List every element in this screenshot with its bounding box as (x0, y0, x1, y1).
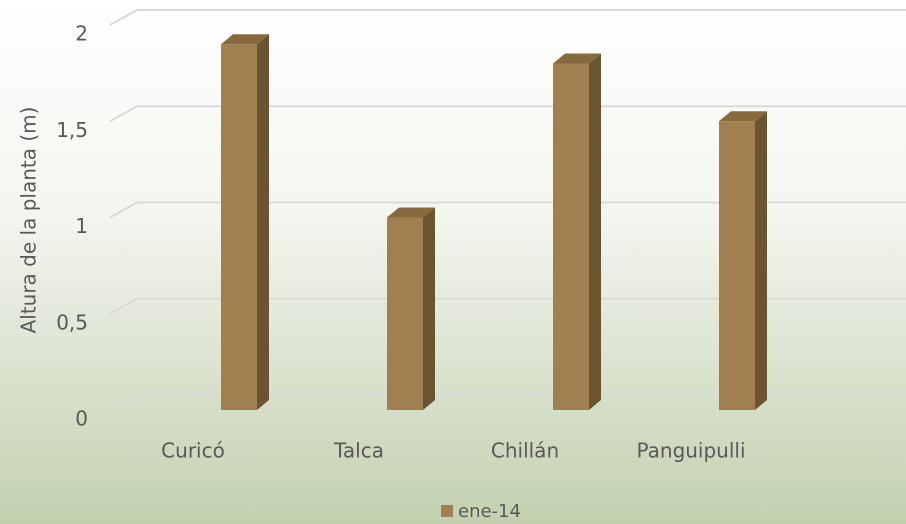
bar-side (589, 53, 601, 410)
bar-front (553, 63, 589, 410)
bar (221, 34, 269, 410)
x-tick-label: Talca (333, 439, 384, 463)
legend-label: ene-14 (458, 501, 521, 522)
x-tick-label: Panguipulli (636, 439, 745, 463)
bar (553, 53, 601, 410)
y-tick-label: 2 (75, 22, 88, 46)
bar-side (257, 34, 269, 410)
bar-side (423, 207, 435, 410)
y-tick-label: 1 (75, 214, 88, 238)
bar-top (221, 34, 269, 45)
grid-line (109, 394, 906, 411)
x-tick-label: Chillán (491, 439, 559, 463)
bar (387, 207, 435, 410)
y-tick-label: 1,5 (56, 118, 88, 142)
bar-top (719, 111, 767, 122)
grid-line (109, 105, 906, 123)
grid-line (109, 9, 906, 26)
bar-front (221, 44, 257, 410)
grid-line (109, 201, 906, 219)
grid-line (109, 297, 906, 315)
bar (719, 111, 767, 410)
y-axis-label: Altura de la planta (m) (17, 107, 41, 334)
y-tick-label: 0,5 (56, 310, 88, 334)
bar-front (387, 217, 423, 410)
bar-top (387, 207, 435, 218)
legend-swatch (441, 505, 453, 517)
x-tick-label: Curicó (161, 439, 225, 463)
bar-top (553, 53, 601, 64)
bar-front (719, 121, 755, 410)
y-tick-label: 0 (75, 407, 88, 431)
bar-side (755, 111, 767, 410)
